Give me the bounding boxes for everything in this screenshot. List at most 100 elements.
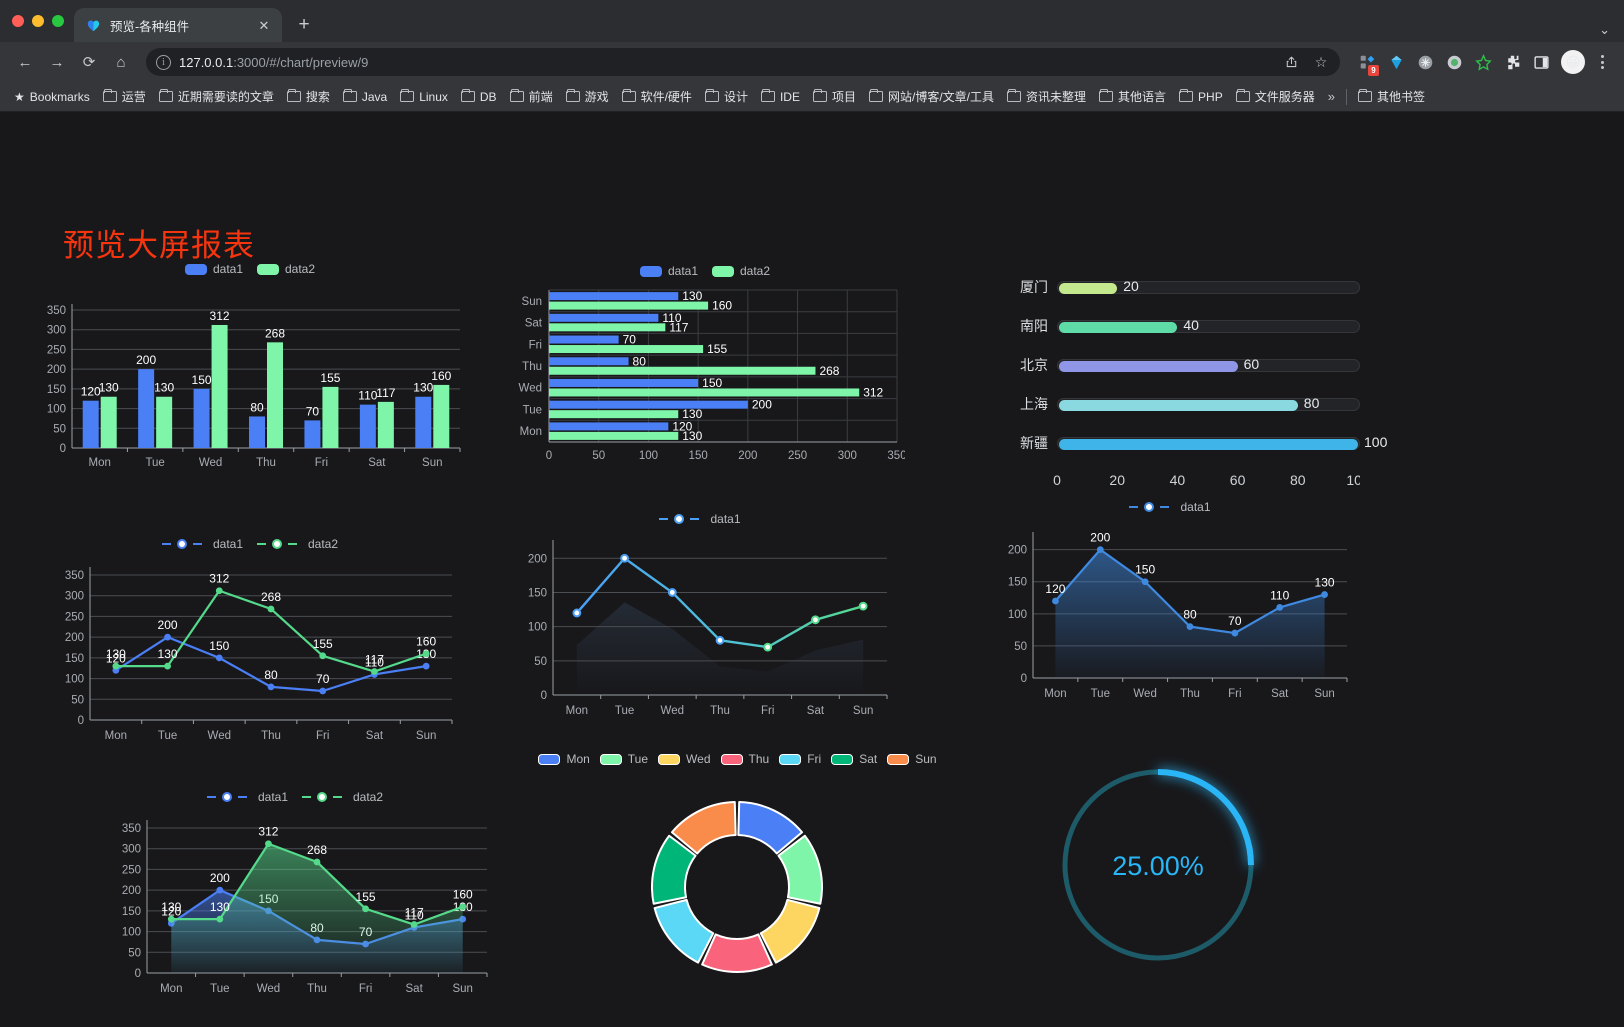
- bookmarks-overflow-button[interactable]: »: [1327, 89, 1335, 104]
- bookmark-folder-5[interactable]: DB: [455, 87, 503, 107]
- pie-slice-mon[interactable]: [737, 801, 804, 855]
- progress-bar-fill: [1059, 399, 1298, 411]
- bookmark-folder-12[interactable]: 网站/博客/文章/工具: [863, 85, 1000, 108]
- bar: [359, 404, 376, 448]
- share-icon[interactable]: [1280, 51, 1302, 73]
- legend-item-data2[interactable]: data2: [302, 790, 383, 804]
- reload-icon[interactable]: ⟳: [82, 54, 96, 71]
- legend-item-thu[interactable]: Thu: [720, 752, 769, 766]
- bookmark-folder-0[interactable]: 运营: [97, 85, 152, 108]
- legend-item-data1[interactable]: data1: [206, 790, 288, 804]
- puzzle-icon[interactable]: [1499, 49, 1525, 75]
- bar: [549, 431, 679, 440]
- bookmark-folder-2[interactable]: 搜索: [281, 85, 336, 108]
- legend-item-data1[interactable]: data1: [639, 264, 698, 278]
- new-tab-button[interactable]: +: [298, 14, 310, 35]
- x-tick-label: Sun: [416, 730, 436, 742]
- legend-item-data2[interactable]: data2: [712, 264, 770, 278]
- bookmark-folder-1[interactable]: 近期需要读的文章: [153, 85, 280, 108]
- bookmark-folder-9[interactable]: 设计: [699, 85, 754, 108]
- bookmark-folder-11[interactable]: 项目: [807, 85, 862, 108]
- browser-tab[interactable]: 预览-各种组件 ✕: [74, 8, 282, 42]
- bookmark-folder-7[interactable]: 游戏: [560, 85, 615, 108]
- bookmark-folder-3[interactable]: Java: [337, 87, 393, 107]
- x-tick-label: Mon: [566, 705, 588, 717]
- maximize-window-button[interactable]: [52, 15, 64, 27]
- green-circle-icon[interactable]: [1441, 49, 1467, 75]
- side-panel-icon[interactable]: [1528, 49, 1554, 75]
- back-icon[interactable]: ←: [17, 53, 33, 71]
- progress-bar-track: 80: [1057, 395, 1360, 411]
- diamond-icon[interactable]: [1383, 49, 1409, 75]
- pie-slice-sat[interactable]: [651, 834, 697, 905]
- pie-slice-sun[interactable]: [670, 801, 737, 855]
- bar-value-label: 130: [682, 429, 702, 443]
- bookmark-folder-16[interactable]: 文件服务器: [1230, 85, 1321, 108]
- legend-item-data1[interactable]: data1: [161, 537, 243, 551]
- gear-circle-icon[interactable]: [1412, 49, 1438, 75]
- legend-item-data1[interactable]: data1: [184, 262, 243, 276]
- legend-item-mon[interactable]: Mon: [538, 752, 590, 766]
- legend-item-data2[interactable]: data2: [257, 262, 315, 276]
- bar: [549, 301, 709, 310]
- bookmark-folder-6[interactable]: 前端: [504, 85, 559, 108]
- site-info-icon[interactable]: i: [156, 54, 171, 70]
- pie-slice-fri[interactable]: [653, 898, 715, 964]
- window-controls[interactable]: [10, 0, 74, 42]
- minimize-window-button[interactable]: [32, 15, 44, 27]
- progress-bar-track: 100: [1057, 434, 1387, 450]
- progress-bar-fill: [1059, 321, 1178, 333]
- forward-icon[interactable]: →: [49, 53, 65, 71]
- legend-item-sat[interactable]: Sat: [831, 752, 877, 766]
- legend-item-data1[interactable]: data1: [1129, 500, 1211, 514]
- y-tick-label: 150: [1008, 577, 1027, 589]
- legend-item-fri[interactable]: Fri: [779, 752, 821, 766]
- legend-item-data1[interactable]: data1: [659, 512, 741, 526]
- y-tick-label: 200: [1008, 545, 1027, 557]
- x-tick-label: Fri: [316, 730, 329, 742]
- url-path: :3000/#/chart/preview/9: [233, 54, 369, 70]
- bookmark-folder-15[interactable]: PHP: [1173, 87, 1229, 107]
- progress-bar-label: 厦门: [1020, 280, 1048, 296]
- other-bookmarks-folder[interactable]: 其他书签: [1352, 85, 1431, 108]
- bookmark-folder-14[interactable]: 其他语言: [1093, 85, 1172, 108]
- y-tick-label: 50: [53, 423, 66, 435]
- y-tick-label: 350: [65, 570, 84, 582]
- data-point: [319, 652, 327, 660]
- puzzle-blue-icon[interactable]: 9: [1354, 49, 1380, 76]
- bookmark-label: 软件/硬件: [640, 90, 692, 104]
- legend-item-sun[interactable]: Sun: [887, 752, 937, 766]
- green-star-icon[interactable]: [1470, 49, 1496, 75]
- avatar[interactable]: 😀: [1561, 50, 1585, 74]
- data-point: [313, 858, 321, 866]
- kebab-icon[interactable]: [1590, 49, 1614, 75]
- legend-item-wed[interactable]: Wed: [658, 752, 711, 766]
- legend-item-tue[interactable]: Tue: [599, 752, 648, 766]
- progress-bar-value: 40: [1183, 316, 1199, 333]
- bookmark-label: Java: [361, 89, 388, 104]
- pie-slice-thu[interactable]: [701, 933, 773, 973]
- bookmark-folder-8[interactable]: 软件/硬件: [616, 85, 698, 108]
- bookmark-folder-10[interactable]: IDE: [755, 87, 806, 107]
- y-tick-label: 200: [122, 885, 141, 897]
- bookmark-label: 近期需要读的文章: [177, 90, 274, 104]
- point-value-label: 117: [365, 653, 384, 667]
- pie-slice-tue[interactable]: [777, 834, 823, 905]
- bookmark-folder-4[interactable]: Linux: [394, 87, 454, 107]
- close-icon[interactable]: ✕: [258, 17, 270, 33]
- bookmark-star-icon[interactable]: ☆: [1314, 53, 1328, 70]
- close-window-button[interactable]: [12, 15, 24, 27]
- y-tick-label: 250: [65, 611, 84, 623]
- legend-item-data2[interactable]: data2: [257, 537, 338, 551]
- home-icon[interactable]: ⌂: [116, 53, 126, 71]
- bookmarks-label[interactable]: ★ Bookmarks: [8, 87, 96, 107]
- address-bar[interactable]: i 127.0.0.1:3000/#/chart/preview/9 ☆: [146, 48, 1340, 76]
- area-single-svg: 0 50 100 150 200 Mon Tue Wed Thu Fri Sat Sun 120 200 1…: [1008, 531, 1348, 700]
- bookmark-folder-13[interactable]: 资讯未整理: [1001, 85, 1092, 108]
- y-tick-label: Sun: [522, 296, 542, 308]
- pie-slice-wed[interactable]: [759, 898, 821, 964]
- bar-value-label: 155: [320, 371, 340, 385]
- x-tick-label: Mon: [160, 983, 182, 995]
- chevron-down-icon[interactable]: ⌄: [1599, 22, 1610, 37]
- data-point: [1141, 578, 1149, 586]
